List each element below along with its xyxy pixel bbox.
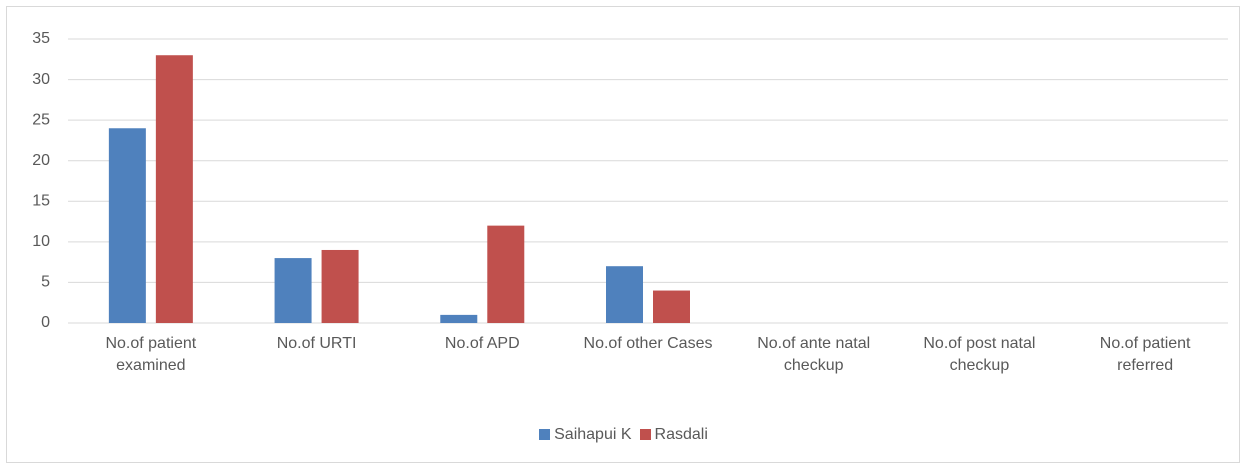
- legend: Saihapui K Rasdali: [0, 426, 1247, 444]
- x-tick-label: No.of patient referred: [1099, 335, 1191, 374]
- bar: [321, 249, 359, 323]
- y-tick-label: 5: [41, 274, 50, 291]
- legend-label: Rasdali: [654, 426, 708, 443]
- x-tick-label: No.of APD: [444, 335, 520, 352]
- y-tick-label: 35: [32, 30, 50, 47]
- y-tick-label: 20: [32, 152, 50, 169]
- y-tick-label: 15: [32, 193, 50, 210]
- legend-label: Saihapui K: [554, 426, 632, 443]
- legend-swatch: [539, 429, 551, 440]
- x-tick-label: No.of post natal checkup: [923, 335, 1036, 374]
- legend-swatch: [639, 429, 651, 440]
- y-tick-label: 10: [32, 233, 50, 250]
- bar: [487, 225, 525, 323]
- bar: [108, 128, 146, 323]
- chart-border: [6, 6, 1240, 463]
- legend-item: Rasdali: [639, 426, 708, 444]
- bar: [606, 266, 643, 323]
- x-tick-label: No.of other Cases: [583, 335, 713, 352]
- y-tick-label: 25: [32, 111, 50, 128]
- legend-item: Saihapui K: [539, 426, 632, 444]
- x-tick-label: No.of ante natal checkup: [757, 335, 871, 374]
- y-tick-label: 0: [41, 314, 50, 331]
- bar: [155, 55, 193, 323]
- bar: [274, 258, 312, 323]
- x-tick-label: No.of URTI: [276, 335, 357, 352]
- bar: [653, 290, 690, 323]
- x-tick-label: No.of patient examined: [105, 335, 197, 374]
- bar: [440, 314, 478, 323]
- y-tick-label: 30: [32, 71, 50, 88]
